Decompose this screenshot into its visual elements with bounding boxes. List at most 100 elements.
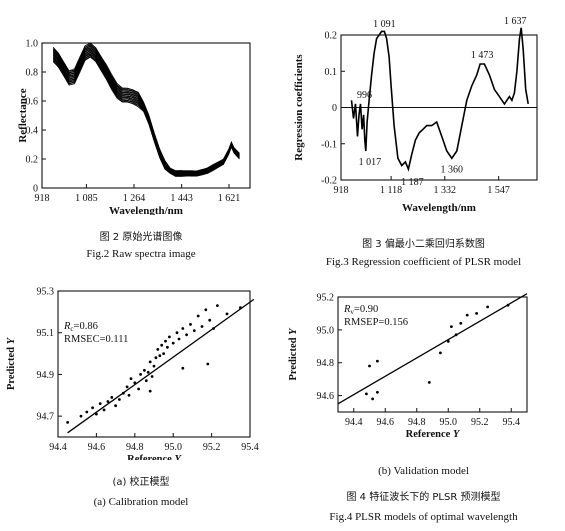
y-tick-label: -0.1 — [321, 139, 337, 150]
y-tick-label: 0 — [332, 103, 337, 114]
data-point — [156, 348, 160, 351]
y-tick-label: -0.2 — [321, 176, 337, 187]
data-point — [139, 373, 143, 376]
data-point — [465, 313, 469, 317]
data-point — [225, 312, 229, 316]
fig3-caption-cn: 图 3 偏最小二乘回归系数图 — [362, 239, 485, 250]
plot-frame — [41, 42, 251, 189]
data-point — [66, 421, 69, 424]
peak-annotation: 1 091 — [373, 19, 396, 30]
data-point — [239, 306, 242, 310]
data-point — [137, 387, 141, 391]
y-tick-label: 0.2 — [26, 155, 39, 166]
data-point — [95, 412, 98, 416]
y-tick-label: 94.7 — [37, 412, 55, 423]
peak-annotation: 1 473 — [471, 50, 494, 61]
data-point — [79, 414, 83, 418]
data-point — [192, 329, 196, 332]
peak-annotation: 996 — [357, 90, 372, 101]
data-point — [376, 390, 379, 394]
x-tick-label: 1 621 — [218, 193, 241, 204]
data-point — [506, 303, 510, 307]
data-point — [164, 339, 167, 343]
y-tick-label: 94.6 — [317, 391, 335, 402]
fig3-caption-en: Fig.3 Regression coefficient of PLSR mod… — [325, 256, 522, 268]
fig4a-caption-en: (a) Calibration model — [93, 496, 189, 508]
x-tick-label: 1 118 — [380, 185, 402, 196]
x-tick-label: 95.0 — [440, 417, 458, 428]
data-point — [376, 359, 379, 363]
y-tick-label: 0.6 — [26, 97, 39, 108]
data-point — [168, 335, 171, 339]
fig4a-caption-cn: (a) 校正模型 — [112, 477, 170, 488]
x-axis-label: Reference Y — [127, 454, 182, 460]
data-point — [216, 304, 219, 307]
y-axis-label: Regression coefficients — [293, 54, 305, 161]
stat-r-value: Rv=0.90 — [343, 304, 378, 316]
data-point — [144, 379, 148, 383]
x-tick-label: 94.6 — [377, 417, 395, 428]
data-point — [129, 377, 133, 380]
x-tick-label: 95.2 — [203, 442, 221, 453]
x-tick-label: 95.0 — [164, 442, 182, 453]
y-tick-label: 94.9 — [37, 370, 55, 381]
x-tick-label: 95.4 — [241, 442, 259, 453]
data-point — [208, 318, 212, 322]
x-tick-label: 1 443 — [170, 193, 193, 204]
data-point — [102, 408, 106, 412]
coefficient-line — [350, 27, 529, 172]
data-point — [91, 406, 94, 410]
data-point — [454, 333, 458, 337]
y-tick-label: 0.2 — [325, 31, 338, 42]
data-point — [204, 308, 208, 312]
fit-line — [67, 298, 255, 434]
data-point — [150, 375, 154, 378]
data-point — [110, 396, 114, 399]
data-point — [148, 360, 152, 364]
data-point — [106, 400, 110, 403]
y-tick-label: 95.0 — [317, 325, 335, 336]
data-point — [365, 392, 368, 396]
x-tick-label: 1 264 — [123, 193, 146, 204]
data-point — [439, 351, 442, 355]
regression-coefficient-chart: 918 1 118 1 332 1 547 -0.2 -0.1 0 0.1 0.2 1 091 99… — [293, 16, 538, 214]
data-point — [143, 368, 146, 372]
data-point — [121, 391, 125, 395]
x-tick-label: 94.6 — [88, 442, 106, 453]
stat-rmse-value: RMSEP=0.156 — [344, 317, 408, 328]
y-tick-label: 95.1 — [37, 328, 55, 339]
y-tick-label: 95.2 — [317, 293, 335, 304]
data-point — [427, 381, 431, 384]
plot-frame — [337, 296, 528, 413]
y-axis-label: Predicted Y — [6, 336, 17, 390]
data-point — [368, 364, 371, 368]
spectrum-line — [52, 42, 240, 172]
peak-annotation: 1 637 — [504, 16, 527, 27]
data-point — [189, 323, 192, 326]
calibration-scatter-chart: 94.4 94.6 94.8 95.0 95.2 95.4 94.7 94.9 95.1 95.3… — [6, 287, 259, 461]
fig2-caption-cn: 图 2 原始光谱图像 — [99, 232, 183, 243]
data-point — [486, 305, 489, 309]
x-tick-label: 1 085 — [75, 193, 98, 204]
data-point — [160, 343, 164, 347]
peak-annotation: 1 360 — [441, 164, 464, 175]
x-tick-label: 95.2 — [471, 417, 489, 428]
data-point — [148, 389, 152, 393]
fig4b-caption-en: (b) Validation model — [378, 465, 469, 477]
data-point — [181, 366, 185, 370]
x-tick-label: 94.4 — [345, 417, 363, 428]
y-tick-label: 95.3 — [37, 287, 55, 298]
data-point — [177, 337, 181, 341]
data-point — [196, 314, 200, 318]
plot-frame — [57, 290, 251, 438]
data-point — [127, 393, 131, 397]
y-tick-label: 0.8 — [26, 68, 39, 79]
data-point — [158, 354, 162, 358]
data-point — [206, 362, 210, 366]
y-axis-label: Predicted Y — [288, 327, 299, 381]
y-axis-label: Reflectance — [17, 88, 29, 142]
data-point — [125, 385, 129, 389]
data-point — [154, 356, 158, 360]
fig4-caption-cn: 图 4 特征波长下的 PLSR 预测模型 — [346, 492, 501, 503]
data-point — [146, 370, 150, 374]
